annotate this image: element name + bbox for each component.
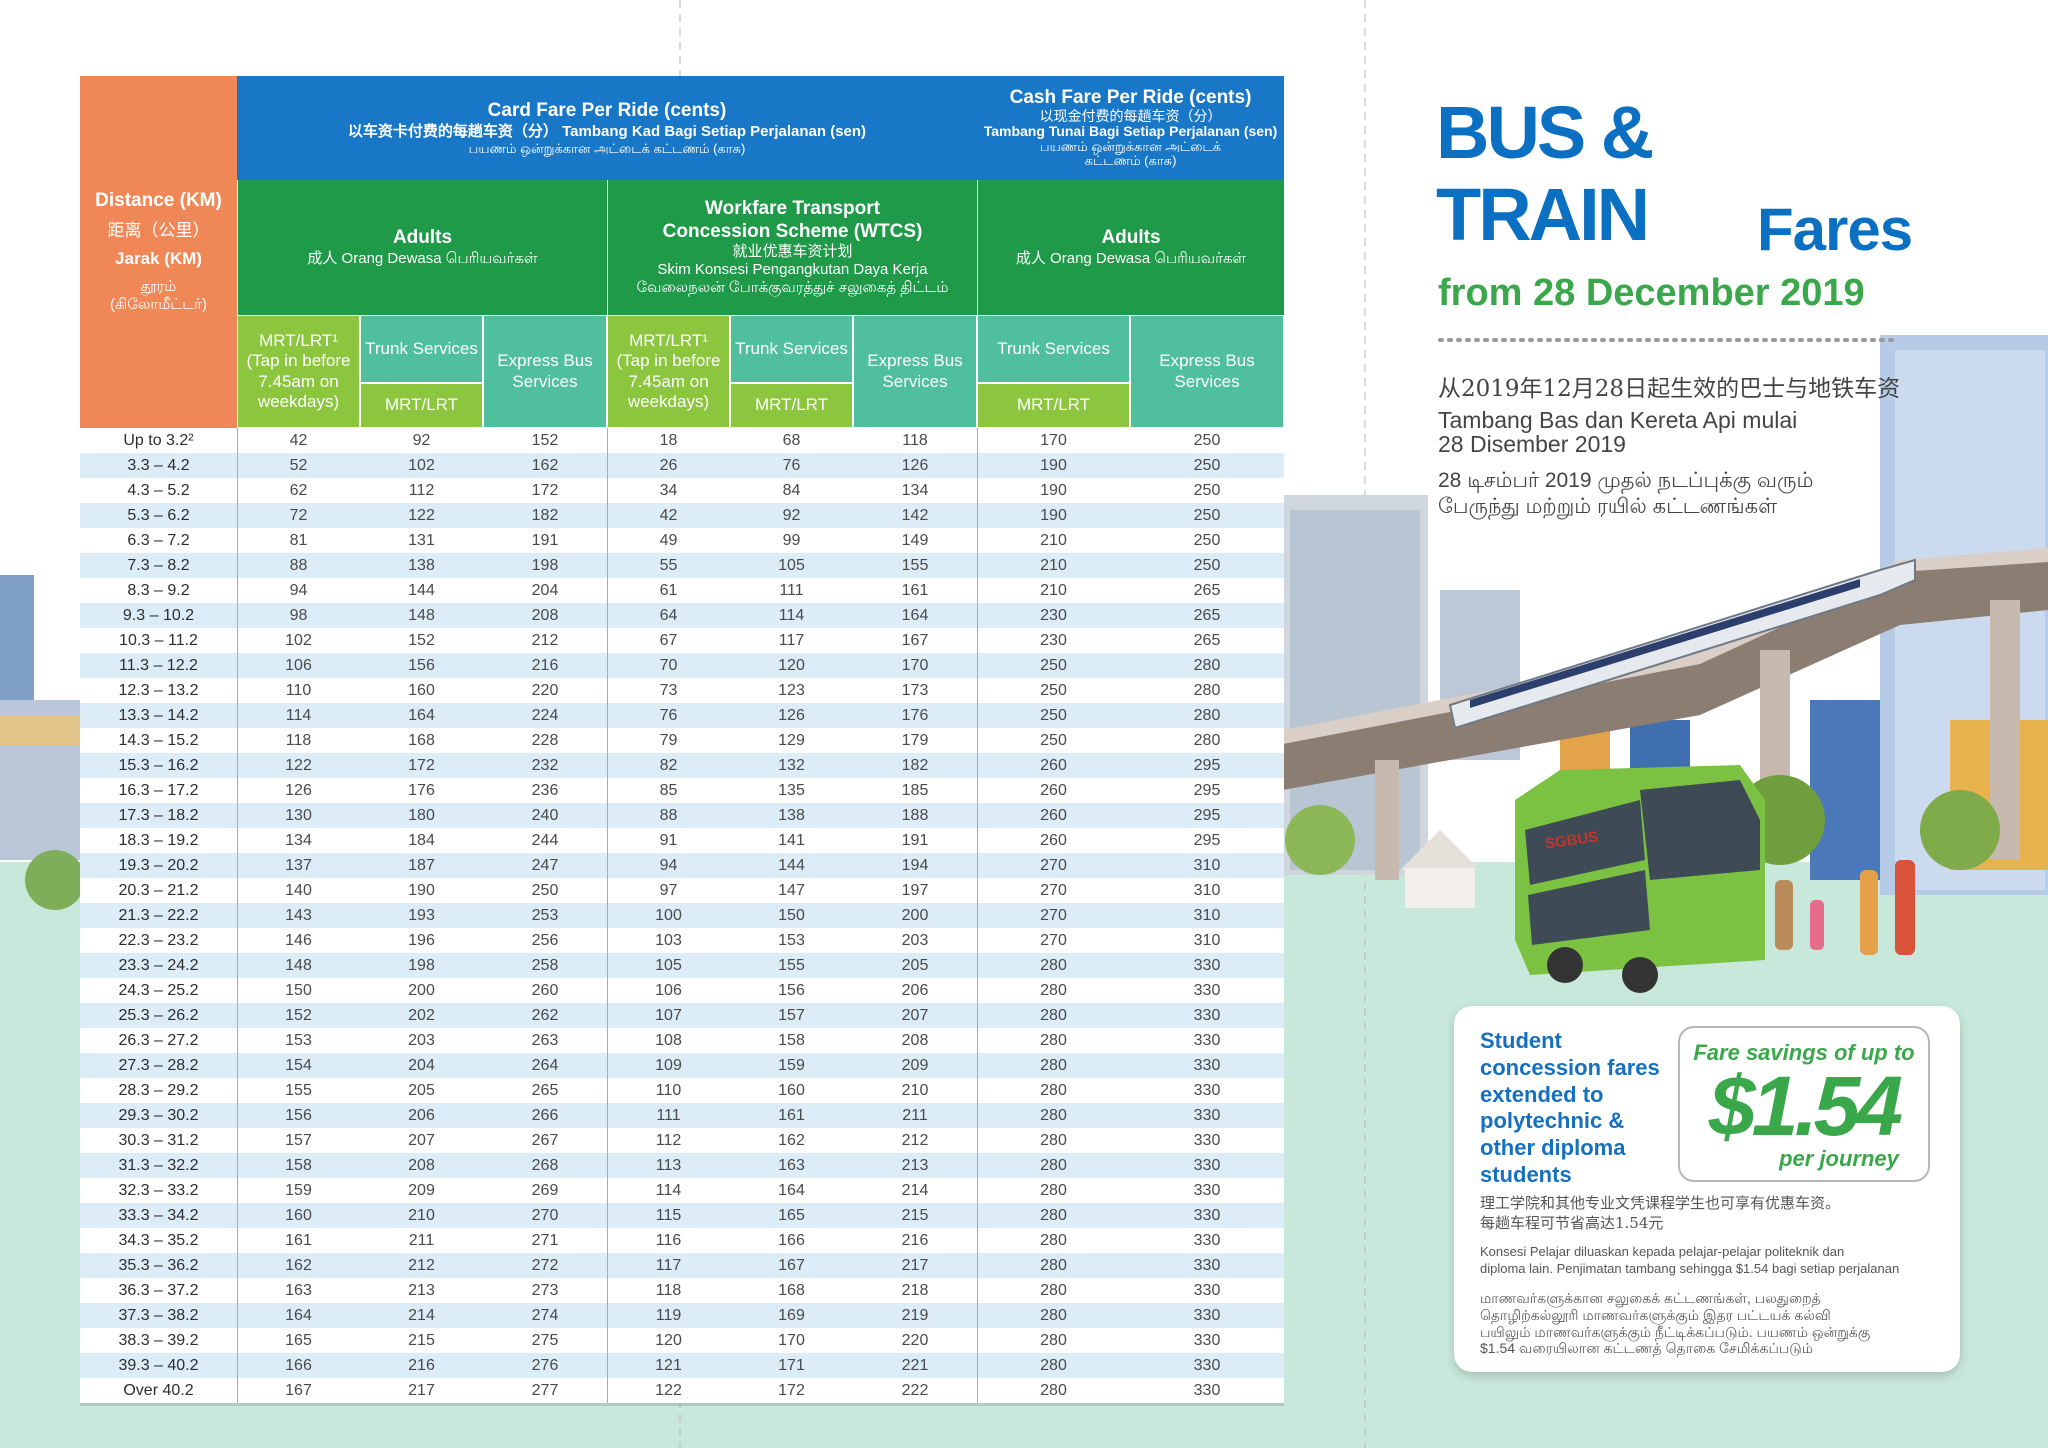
subtitle-malay: Tambang Bas dan Kereta Api mulai 28 Dise… bbox=[1438, 408, 1797, 456]
building bbox=[1810, 700, 1880, 880]
train-windows bbox=[1470, 579, 1860, 708]
savings-amount: $1.54 bbox=[1708, 1059, 1903, 1153]
note-line: 每趟车程可节省高达1.54元 bbox=[1480, 1213, 1664, 1232]
house bbox=[1400, 830, 1480, 870]
header-text: 距离（公里） bbox=[107, 221, 210, 240]
title-line: Fares bbox=[1757, 196, 1913, 263]
note-line: 理工学院和其他专业文凭课程学生也可享有优惠车资。 bbox=[1480, 1194, 1841, 1212]
header-text: Tambang Tunai Bagi Setiap Perjalanan (se… bbox=[983, 123, 1278, 140]
person bbox=[1895, 860, 1915, 955]
note-line: தொழிற்கல்லூரி மாணவர்களுக்கும் இதர பட்டயக… bbox=[1480, 1306, 1831, 1323]
cash-fare-header: Cash Fare Per Ride (cents) 以现金付费的每趟车资（分）… bbox=[977, 76, 1284, 180]
note-line: மாணவர்களுக்கான சலுகைக் கட்டணங்கள், பலதுற… bbox=[1480, 1290, 1821, 1306]
person bbox=[1860, 870, 1878, 955]
title-line: TRAIN bbox=[1436, 173, 1650, 256]
bus-windscreen bbox=[1640, 780, 1760, 880]
wheel bbox=[1622, 957, 1658, 993]
note-line: $1.54 வரையிலான கட்டணத் தொகை சேமிக்கப்படு… bbox=[1480, 1340, 1814, 1357]
student-headline: Student concession fares extended to pol… bbox=[1480, 1028, 1660, 1189]
student-note-tamil: மாணவர்களுக்கான சலுகைக் கட்டணங்கள், பலதுற… bbox=[1480, 1290, 1870, 1357]
headline-line: polytechnic & bbox=[1480, 1108, 1625, 1134]
tree bbox=[1920, 790, 2000, 870]
note-line: பயிலும் மாணவர்களுக்கும் நீட்டிக்கப்படும்… bbox=[1480, 1323, 1871, 1340]
header-text: Card Fare Per Ride (cents) bbox=[487, 99, 727, 121]
tree bbox=[25, 850, 85, 910]
person bbox=[1775, 880, 1793, 950]
bus-windows bbox=[1528, 870, 1650, 945]
subtitle-chinese: 从2019年12月28日起生效的巴士与地铁车资 bbox=[1438, 376, 1901, 402]
headline-line: concession fares bbox=[1480, 1054, 1660, 1080]
header-text: பயணம் ஒன்றுக்கான அட்டைக் கட்டணம் (காசு) bbox=[468, 140, 746, 156]
tree bbox=[1285, 805, 1355, 875]
headline-line: other diploma bbox=[1480, 1135, 1626, 1161]
header-text: 以现金付费的每趟车资（分） bbox=[1039, 107, 1222, 124]
headline-line: extended to bbox=[1480, 1081, 1604, 1107]
header-text: Jarak (KM) bbox=[115, 249, 202, 269]
header-text: 以车资卡付费的每趟车资（分） Tambang Kad Bagi Setiap P… bbox=[347, 122, 867, 140]
header-text: (கிலோமீட்டர்) bbox=[109, 295, 208, 313]
subtitle-line: பேருந்து மற்றும் ரயில் கட்டணங்கள் bbox=[1438, 495, 1778, 519]
header-text: பயணம் ஒன்றுக்கான அட்டைக் bbox=[1039, 138, 1222, 154]
savings-label: Fare savings of up to bbox=[1693, 1040, 1915, 1065]
headline-line: students bbox=[1480, 1162, 1572, 1188]
bridge bbox=[0, 715, 80, 745]
header-text: கட்டணம் (காசு) bbox=[1084, 152, 1177, 168]
note-line: Konsesi Pelajar diluaskan kepada pelajar… bbox=[1480, 1244, 1845, 1259]
building bbox=[0, 575, 34, 715]
student-note-malay: Konsesi Pelajar diluaskan kepada pelajar… bbox=[1480, 1244, 1899, 1278]
viaduct-top bbox=[1283, 548, 2048, 744]
student-box: Student concession fares extended to pol… bbox=[1454, 1006, 1960, 1372]
bus bbox=[1515, 765, 1765, 993]
header-text: Cash Fare Per Ride (cents) bbox=[1009, 86, 1252, 108]
headline-line: Student bbox=[1480, 1028, 1562, 1053]
pillar bbox=[1375, 760, 1399, 880]
house bbox=[1405, 868, 1475, 908]
header-text: Distance (KM) bbox=[95, 190, 222, 212]
student-note-chinese: 理工学院和其他专业文凭课程学生也可享有优惠车资。 每趟车程可节省高达1.54元 bbox=[1480, 1194, 1840, 1233]
person bbox=[1810, 900, 1824, 950]
savings-per: per journey bbox=[1779, 1146, 1899, 1171]
bus-windows bbox=[1525, 800, 1645, 885]
note-line: diploma lain. Penjimatan tambang sehingg… bbox=[1480, 1260, 1900, 1276]
savings-box: Fare savings of up to $1.54 per journey bbox=[1678, 1026, 1930, 1182]
subtitle-tamil: 28 டிசம்பர் 2019 முதல் நடப்புக்கு வரும் … bbox=[1438, 468, 1813, 521]
viaduct bbox=[1283, 560, 2048, 790]
wheel bbox=[1547, 947, 1583, 983]
title-date: from 28 December 2019 bbox=[1438, 272, 1865, 314]
header-text: தூரம் bbox=[140, 277, 177, 295]
subtitle-line: Tambang Bas dan Kereta Api mulai bbox=[1438, 407, 1798, 433]
card-fare-header: Card Fare Per Ride (cents) 以车资卡付费的每趟车资（分… bbox=[237, 76, 977, 180]
subtitle-line: 28 Disember 2019 bbox=[1438, 431, 1626, 458]
subtitle-line: 28 டிசம்பர் 2019 முதல் நடப்புக்கு வரும் bbox=[1438, 469, 1814, 492]
distance-header: Distance (KM) 距离（公里） Jarak (KM) தூரம் (க… bbox=[80, 76, 237, 428]
title-line: BUS & bbox=[1436, 91, 1654, 174]
